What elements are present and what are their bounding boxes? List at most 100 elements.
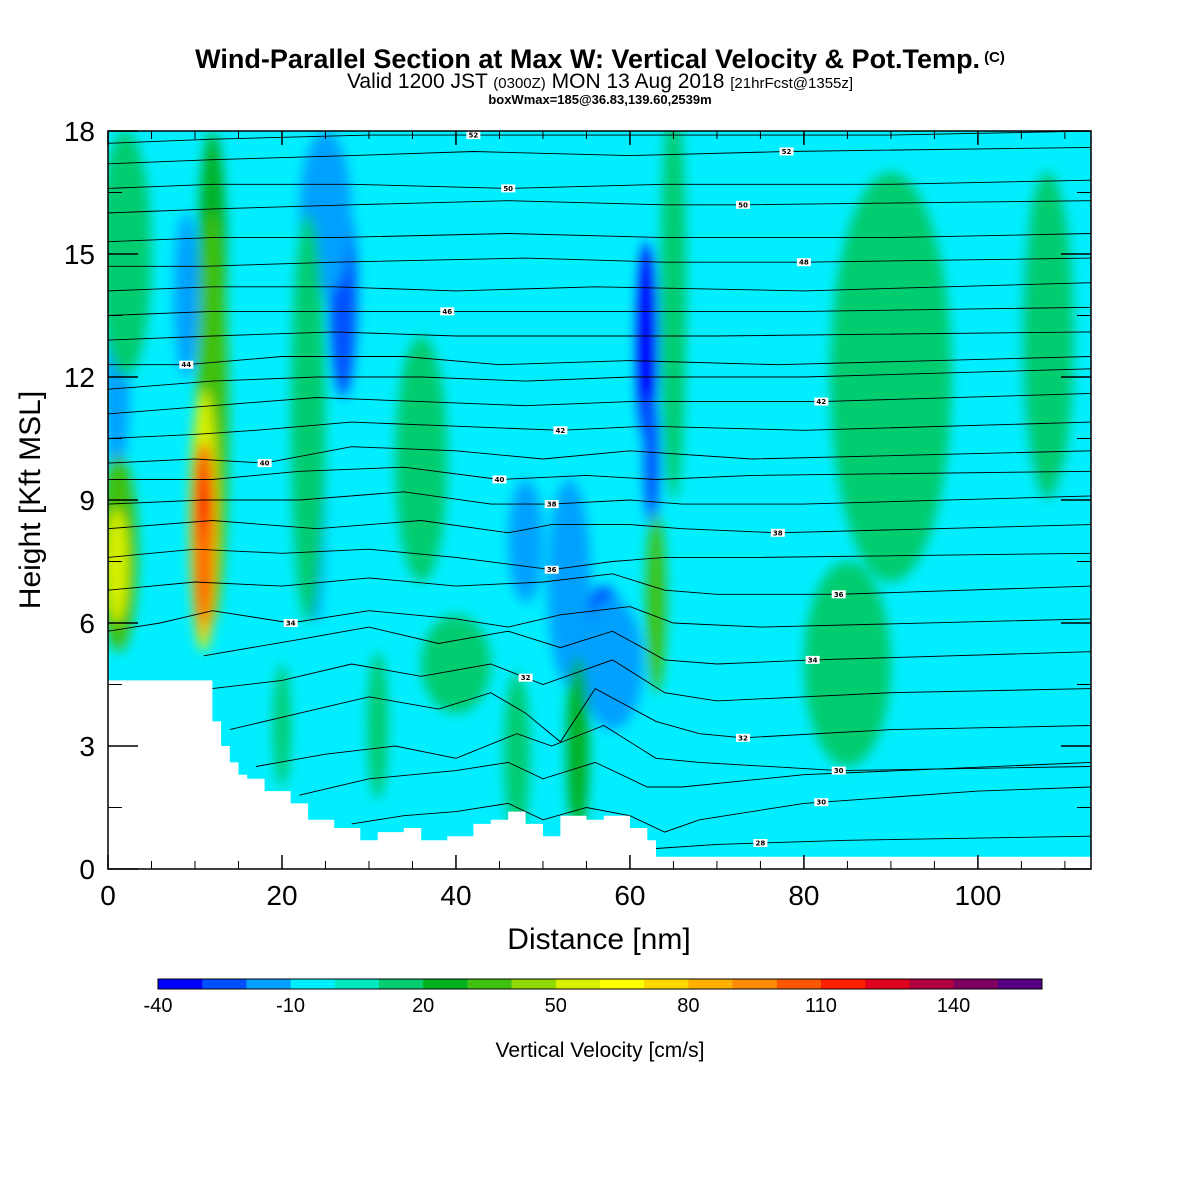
theta-label-8: 36 xyxy=(834,591,844,599)
colorbar-swatch-15 xyxy=(821,979,866,989)
colorbar-swatch-7 xyxy=(467,979,513,989)
chart-title: Wind-Parallel Section at Max W: Vertical… xyxy=(195,44,1005,74)
colorbar-swatch-13 xyxy=(732,979,778,989)
theta-label-21: 48 xyxy=(799,259,809,267)
w-feature-34 xyxy=(195,516,212,623)
theta-label-4: 32 xyxy=(738,734,748,742)
colorbar-swatch-9 xyxy=(555,979,601,989)
theta-label-15: 42 xyxy=(816,398,826,406)
theta-label-bg-17 xyxy=(179,360,194,369)
theta-label-bg-1 xyxy=(814,798,829,807)
theta-label-13: 40 xyxy=(260,460,270,468)
boxwmax-line: boxWmax=185@36.83,139.60,2539m xyxy=(488,92,712,107)
theta-contour-22 xyxy=(108,233,1091,243)
w-feature-17 xyxy=(566,655,590,837)
theta-contour-6 xyxy=(203,626,1091,665)
theta-label-bg-12 xyxy=(492,475,507,484)
theta-label-12: 40 xyxy=(495,476,505,484)
theta-contour-1 xyxy=(351,786,1091,833)
w-feature-15 xyxy=(273,664,291,787)
theta-contour-13 xyxy=(108,446,1091,464)
theta-label-bg-11 xyxy=(544,500,559,509)
colorbar-swatch-12 xyxy=(688,979,734,989)
theta-label-1: 30 xyxy=(816,799,826,807)
theta-label-bg-26 xyxy=(466,131,481,140)
colorbar-swatch-4 xyxy=(334,979,380,989)
w-feature-29 xyxy=(108,508,128,623)
y-tick-label: 9 xyxy=(79,485,95,516)
theta-label-19: 46 xyxy=(442,308,452,316)
w-feature-9 xyxy=(174,213,199,377)
w-feature-23 xyxy=(803,561,891,767)
theta-label-bg-7 xyxy=(283,619,298,627)
y-tick-label: 6 xyxy=(79,608,95,639)
theta-label-10: 38 xyxy=(773,529,783,537)
colorbar-label: 140 xyxy=(937,995,970,1017)
theta-contour-7 xyxy=(108,606,1091,632)
w-feature-21 xyxy=(830,172,952,582)
w-feature-14 xyxy=(367,651,389,800)
y-tick-label: 3 xyxy=(79,731,95,762)
copyright-mark: (C) xyxy=(984,49,1005,66)
theta-label-bg-3 xyxy=(831,766,846,775)
theta-label-23: 50 xyxy=(738,201,748,209)
theta-label-bg-23 xyxy=(736,200,750,209)
theta-contours xyxy=(108,131,1091,849)
theta-label-24: 50 xyxy=(503,185,513,193)
theta-label-9: 36 xyxy=(547,566,557,574)
theta-label-7: 34 xyxy=(286,620,296,628)
theta-contour-10 xyxy=(108,520,1091,534)
colorbar-title: Vertical Velocity [cm/s] xyxy=(496,1039,705,1062)
colorbar-label: 20 xyxy=(412,995,434,1017)
colorbar: -40 -10 20 50 80 110 140 xyxy=(144,978,1043,1017)
theta-label-bg-15 xyxy=(814,397,829,406)
colorbar-swatch-8 xyxy=(511,979,557,989)
y-tick-label: 18 xyxy=(64,116,95,147)
colorbar-label: -10 xyxy=(276,995,305,1017)
colorbar-swatch-17 xyxy=(909,979,955,989)
w-feature-24 xyxy=(421,614,491,714)
theta-contour-5 xyxy=(212,659,1091,702)
theta-label-bg-24 xyxy=(501,184,516,193)
theta-contour-14 xyxy=(108,421,1091,439)
theta-contour-18 xyxy=(108,331,1091,341)
theta-contour-17 xyxy=(108,356,1091,366)
w-feature-22 xyxy=(1021,172,1074,500)
colorbar-swatch-18 xyxy=(953,979,999,989)
theta-label-26: 52 xyxy=(469,132,479,140)
x-tick-label: 20 xyxy=(266,880,297,911)
theta-contour-20 xyxy=(108,282,1091,292)
theta-contour-16 xyxy=(108,368,1091,390)
theta-label-bg-6 xyxy=(805,655,820,664)
theta-label-17: 44 xyxy=(181,361,191,369)
theta-label-bg-19 xyxy=(440,307,455,316)
x-tick-label: 80 xyxy=(788,880,819,911)
colorbar-swatch-1 xyxy=(202,979,247,989)
theta-label-bg-9 xyxy=(544,565,559,574)
theta-label-5: 32 xyxy=(521,674,531,682)
theta-label-0: 28 xyxy=(756,840,766,848)
w-feature-18 xyxy=(646,512,666,693)
w-feature-26 xyxy=(290,213,326,623)
colorbar-swatch-19 xyxy=(997,979,1043,989)
velocity-field xyxy=(108,131,1091,869)
theta-contour-9 xyxy=(108,548,1091,571)
theta-label-25: 52 xyxy=(782,148,792,156)
theta-contour-8 xyxy=(108,573,1091,595)
colorbar-label: 80 xyxy=(677,995,699,1017)
theta-label-bg-8 xyxy=(831,590,846,599)
x-axis-label: Distance [nm] xyxy=(507,923,690,956)
theta-label-bg-13 xyxy=(257,459,272,468)
y-tick-label: 12 xyxy=(64,362,95,393)
w-feature-20 xyxy=(395,336,448,582)
theta-label-bg-10 xyxy=(770,528,785,537)
colorbar-label: 50 xyxy=(545,995,567,1017)
colorbar-swatch-2 xyxy=(246,979,292,989)
x-tick-label: 100 xyxy=(955,880,1002,911)
theta-label-14: 42 xyxy=(556,427,566,435)
w-feature-1 xyxy=(643,393,660,525)
theta-label-bg-5 xyxy=(518,673,533,682)
theta-label-bg-0 xyxy=(753,839,768,847)
